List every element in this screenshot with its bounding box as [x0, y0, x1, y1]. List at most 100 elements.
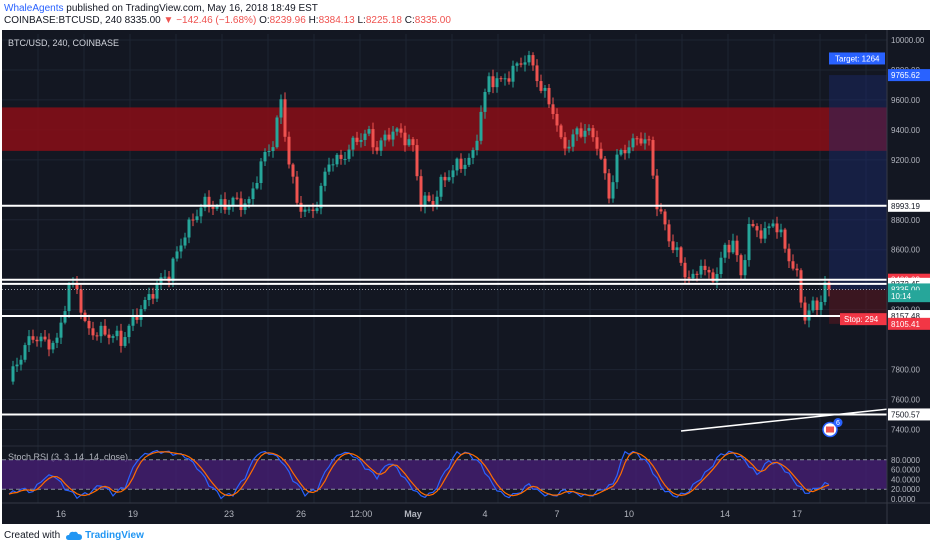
candle-body: [363, 133, 367, 140]
candle-body: [67, 283, 71, 312]
candle-body: [279, 99, 283, 118]
candle-body: [639, 138, 643, 144]
candle-body: [591, 128, 595, 138]
candle-body: [583, 130, 587, 137]
candle-body: [615, 154, 619, 183]
candle-body: [567, 146, 571, 149]
candle-body: [19, 359, 23, 365]
time-tick: 14: [720, 509, 730, 519]
candle-body: [43, 336, 47, 340]
candle-body: [35, 339, 39, 342]
candle-body: [335, 154, 339, 165]
candle-body: [475, 140, 479, 151]
candle-body: [375, 147, 379, 151]
candle-body: [283, 99, 287, 137]
axis-price-tag: 10:14: [891, 292, 912, 301]
low-value: 8225.18: [365, 15, 402, 26]
candle-body: [171, 258, 175, 282]
stoch-tick: 40.0000: [891, 475, 920, 484]
candle-body: [491, 76, 495, 88]
candle-body: [827, 282, 831, 290]
axis-price-tag-box: [888, 317, 930, 330]
candle-body: [771, 223, 775, 227]
candle-body: [191, 219, 195, 221]
low-label: L:: [357, 15, 366, 26]
candle-body: [371, 129, 375, 148]
price-tick: 7400.00: [891, 426, 920, 435]
candle-body: [255, 182, 259, 189]
price-tick: 10000.00: [891, 36, 925, 45]
candle-body: [439, 176, 443, 197]
candle-body: [643, 139, 647, 144]
candle-body: [359, 139, 363, 142]
candle-body: [39, 336, 43, 342]
chart-title: BTC/USD, 240, COINBASE: [8, 38, 119, 48]
candle-body: [295, 176, 299, 203]
tradingview-logo[interactable]: TradingView: [66, 530, 144, 541]
candle-body: [611, 182, 615, 199]
candle-body: [127, 325, 131, 338]
candle-body: [471, 150, 475, 158]
trend-line: [680, 404, 922, 432]
candle-body: [819, 302, 823, 311]
candle-body: [687, 277, 691, 279]
candle-body: [211, 207, 215, 209]
time-tick: 4: [482, 509, 487, 519]
axis-price-tag-box: [888, 290, 930, 303]
candle-body: [387, 134, 391, 140]
stoch-tick: 80.0000: [891, 456, 920, 465]
candle-body: [15, 364, 19, 367]
candle-body: [571, 134, 575, 147]
candle-body: [607, 173, 611, 199]
chart-frame[interactable]: Stoch RSI (3, 3, 14, 14, close) Target: …: [2, 30, 930, 524]
price-chart[interactable]: Stoch RSI (3, 3, 14, 14, close) Target: …: [2, 30, 930, 524]
candle-body: [795, 268, 799, 271]
candle-body: [459, 158, 463, 169]
candle-body: [95, 335, 99, 337]
axis-price-tag: 9765.62: [891, 71, 920, 80]
candle-body: [647, 139, 651, 141]
candle-body: [107, 334, 111, 338]
candle-body: [47, 339, 51, 350]
candle-body: [151, 294, 155, 299]
candle-body: [87, 320, 91, 329]
candle-body: [527, 55, 531, 63]
candlestick-series: [11, 50, 831, 385]
price-change: −142.46 (−1.68%): [176, 15, 257, 26]
candle-body: [91, 328, 95, 336]
candle-body: [599, 148, 603, 159]
candle-body: [531, 55, 535, 66]
candle-body: [391, 131, 395, 140]
price-axis[interactable]: 7400.007600.007800.008200.008400.008600.…: [886, 30, 930, 524]
candle-body: [803, 302, 807, 321]
stoch-band: [2, 459, 887, 490]
candle-body: [563, 137, 567, 149]
candle-body: [239, 198, 243, 211]
candle-body: [631, 138, 635, 148]
time-tick: 10: [624, 509, 634, 519]
candle-body: [487, 76, 491, 92]
candle-body: [379, 140, 383, 151]
candle-body: [251, 188, 255, 200]
candle-body: [123, 337, 127, 346]
time-tick: 23: [224, 509, 234, 519]
candle-body: [511, 65, 515, 82]
candle-body: [403, 132, 407, 146]
open-label: O:: [259, 15, 270, 26]
candle-body: [139, 309, 143, 320]
candle-body: [323, 171, 327, 186]
time-axis[interactable]: 16 19 23 26 12:00 May 4 7 10 14 17: [2, 502, 930, 519]
candle-body: [619, 149, 623, 155]
candle-body: [55, 337, 59, 343]
price-tick: 8800.00: [891, 216, 920, 225]
author-link[interactable]: WhaleAgents: [4, 3, 64, 14]
candle-body: [303, 209, 307, 212]
candle-body: [503, 78, 507, 80]
price-axis-bg: [887, 30, 930, 503]
candle-body: [263, 151, 267, 162]
footer: Created with TradingView: [4, 530, 144, 541]
candle-body: [447, 177, 451, 181]
candle-body: [219, 199, 223, 207]
candle-body: [731, 240, 735, 253]
candle-body: [235, 197, 239, 199]
